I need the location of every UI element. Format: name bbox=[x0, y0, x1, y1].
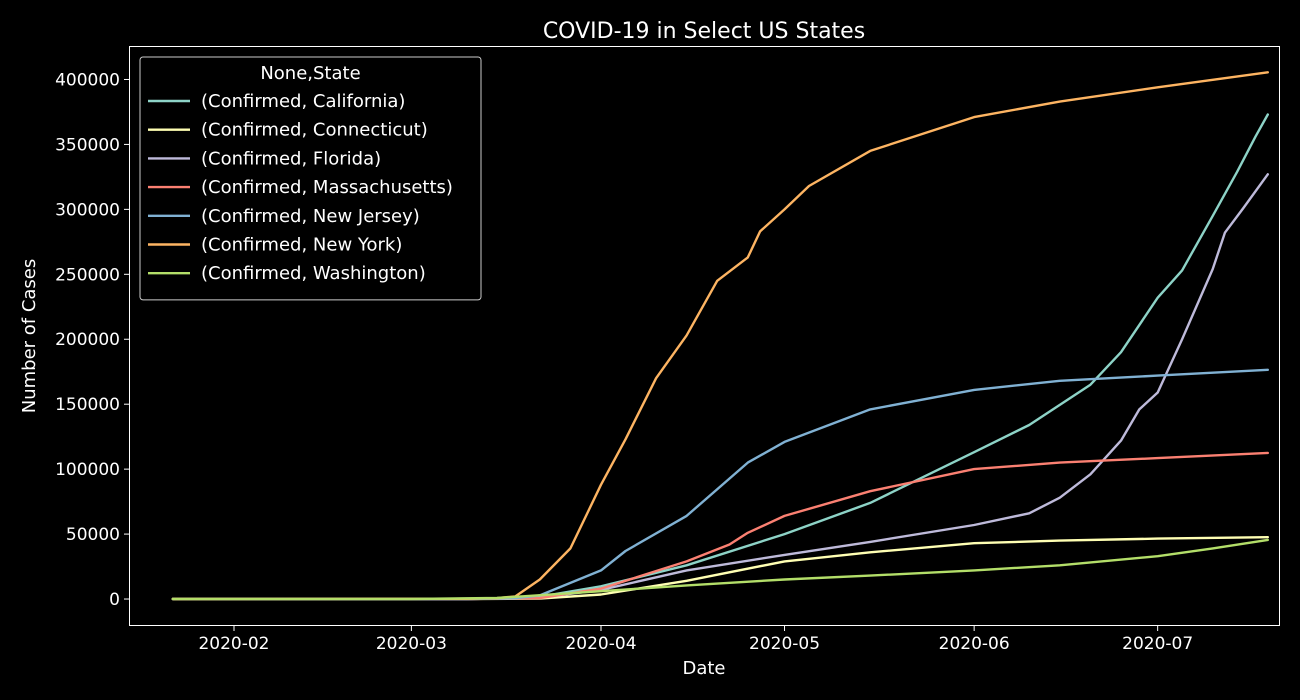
y-tick-label: 250000 bbox=[55, 265, 120, 285]
y-tick-label: 150000 bbox=[55, 395, 120, 415]
legend-label-3: (Confirmed, Massachusetts) bbox=[201, 177, 453, 198]
series-line-5 bbox=[171, 71, 1269, 601]
y-tick-label: 350000 bbox=[55, 135, 120, 155]
x-axis-label: Date bbox=[682, 658, 725, 679]
x-axis: 2020-02 2020-03 2020-04 2020-05 2020-06 2020-… bbox=[198, 625, 1193, 654]
y-tick-label: 200000 bbox=[55, 330, 120, 350]
x-tick-label: 2020-06 bbox=[939, 634, 1010, 654]
chart-title: COVID-19 in Select US States bbox=[543, 19, 865, 44]
legend-title: None,State bbox=[260, 63, 360, 84]
legend: None,State (Confirmed, California) (Confir… bbox=[139, 56, 482, 301]
legend-box bbox=[139, 56, 482, 301]
y-axis: 0 50000 100000 150000 200000 250000 300000 3500… bbox=[55, 70, 130, 610]
legend-label-5: (Confirmed, New York) bbox=[201, 235, 402, 256]
y-axis-label: Number of Cases bbox=[19, 259, 40, 414]
y-tick-label: 0 bbox=[109, 590, 120, 610]
legend-label-1: (Confirmed, Connecticut) bbox=[201, 120, 428, 141]
legend-label-2: (Confirmed, Florida) bbox=[201, 148, 381, 169]
x-tick-label: 2020-05 bbox=[749, 634, 820, 654]
series-layer bbox=[171, 71, 1269, 601]
x-tick-label: 2020-03 bbox=[376, 634, 447, 654]
plot-frame bbox=[129, 46, 1280, 626]
x-tick-label: 2020-04 bbox=[565, 634, 636, 654]
y-tick-label: 400000 bbox=[55, 70, 120, 90]
series-line-6 bbox=[171, 538, 1269, 601]
x-tick-label: 2020-02 bbox=[198, 634, 269, 654]
y-tick-label: 300000 bbox=[55, 200, 120, 220]
legend-label-4: (Confirmed, New Jersey) bbox=[201, 206, 420, 227]
series-line-3 bbox=[171, 451, 1269, 601]
x-tick-label: 2020-07 bbox=[1122, 634, 1193, 654]
series-line-2 bbox=[171, 173, 1269, 601]
legend-label-0: (Confirmed, California) bbox=[201, 91, 405, 112]
legend-label-6: (Confirmed, Washington) bbox=[201, 263, 426, 284]
y-tick-label: 50000 bbox=[66, 525, 120, 545]
y-tick-label: 100000 bbox=[55, 460, 120, 480]
